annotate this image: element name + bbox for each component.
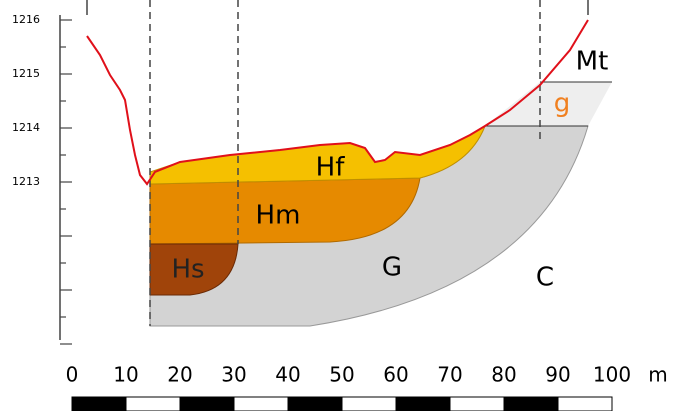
scale-bar: 0 10 20 30 40 50 60 70 80 90 100 m [66,363,668,411]
layer-label: g [554,89,571,119]
layer-label: Hf [316,153,346,183]
scale-unit: m [648,363,667,387]
layer-label: Mt [576,47,609,77]
scale-label: 0 [66,363,79,387]
cross-section-diagram: 1216 1215 1214 1213 Hf Hm Hs G C Mt g 0 10 20… [0,0,679,411]
scale-label: 20 [167,363,192,387]
scale-label: 60 [383,363,408,387]
scale-label: 100 [593,363,631,387]
scale-segment [234,397,288,411]
elevation-label: 1215 [12,67,40,80]
scale-label: 90 [545,363,570,387]
scale-segment [180,397,234,411]
layer-label: C [536,263,554,293]
scale-label: 30 [221,363,246,387]
scale-label: 80 [491,363,516,387]
scale-label: 10 [113,363,138,387]
scale-segment [288,397,342,411]
scale-label: 70 [437,363,462,387]
scale-segment [396,397,450,411]
elevation-axis: 1216 1215 1214 1213 [12,13,72,344]
layer-g-area [485,82,612,126]
elevation-label: 1213 [12,175,40,188]
scale-label: 40 [275,363,300,387]
scale-segment [450,397,504,411]
layer-label: Hm [256,201,301,231]
layer-label: Hs [171,255,204,285]
scale-segment [126,397,180,411]
elevation-label: 1216 [12,13,40,26]
scale-label: 50 [329,363,354,387]
elevation-label: 1214 [12,121,40,134]
scale-segment [342,397,396,411]
scale-segment [72,397,126,411]
scale-segment [504,397,558,411]
layer-label: G [382,253,402,283]
scale-segment [558,397,612,411]
